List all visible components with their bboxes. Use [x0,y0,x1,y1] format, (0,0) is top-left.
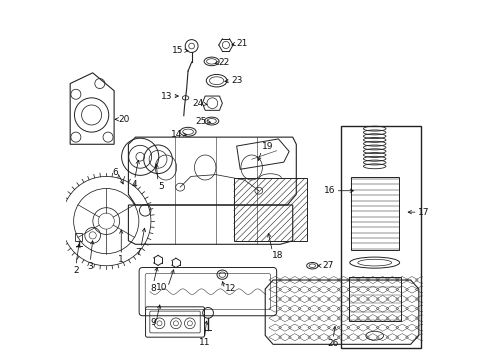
Text: 18: 18 [272,251,283,260]
Text: 17: 17 [417,208,428,217]
Text: 15: 15 [172,46,183,55]
Text: 1: 1 [118,255,124,264]
Text: 25: 25 [195,117,206,126]
Bar [350,177,398,251]
Text: 8: 8 [150,284,156,293]
Text: 3: 3 [87,262,93,271]
Bar [233,178,306,241]
Bar [340,126,421,348]
Text: 27: 27 [322,261,333,270]
Bar [348,277,401,321]
Text: 23: 23 [230,76,242,85]
Text: 13: 13 [161,91,172,100]
Text: 7: 7 [135,248,141,257]
Text: 5: 5 [158,182,163,191]
Bar [75,233,82,242]
Text: 10: 10 [156,283,167,292]
Text: 2: 2 [73,266,79,275]
Text: 26: 26 [327,339,338,348]
Text: 20: 20 [119,115,130,124]
Text: 4: 4 [131,180,137,189]
Text: 21: 21 [236,39,247,48]
Text: 6: 6 [112,168,118,177]
Text: 24: 24 [192,99,203,108]
Text: 12: 12 [224,284,236,293]
Text: 9: 9 [150,318,156,327]
Text: 22: 22 [218,58,229,67]
Text: 14: 14 [170,130,182,139]
Text: 19: 19 [261,142,273,151]
Text: 16: 16 [324,186,335,195]
Text: 11: 11 [198,338,210,347]
